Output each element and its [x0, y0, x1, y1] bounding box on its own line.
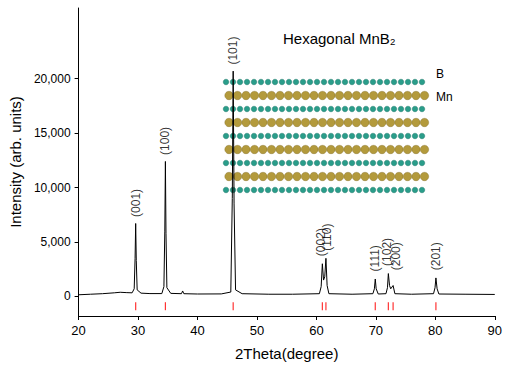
- svg-text:2Theta(degree): 2Theta(degree): [235, 345, 338, 362]
- svg-text:80: 80: [428, 323, 442, 338]
- svg-text:50: 50: [250, 323, 264, 338]
- svg-text:Mn: Mn: [436, 90, 453, 104]
- svg-text:20: 20: [71, 323, 85, 338]
- svg-text:10,000: 10,000: [34, 181, 71, 195]
- svg-text:0: 0: [64, 289, 71, 303]
- svg-text:Hexagonal MnB₂: Hexagonal MnB₂: [283, 30, 396, 47]
- svg-text:(110): (110): [320, 224, 334, 251]
- svg-text:90: 90: [488, 323, 502, 338]
- svg-text:(111): (111): [368, 245, 383, 272]
- svg-text:15,000: 15,000: [34, 126, 71, 140]
- svg-text:70: 70: [369, 323, 383, 338]
- svg-text:(001): (001): [129, 189, 143, 217]
- svg-text:5,000: 5,000: [41, 235, 71, 249]
- svg-text:(102): (102): [380, 237, 395, 266]
- svg-text:Intensity (arb. units): Intensity (arb. units): [7, 96, 24, 228]
- svg-text:30: 30: [131, 323, 145, 338]
- svg-text:(200): (200): [389, 242, 403, 270]
- svg-text:(101): (101): [226, 37, 240, 65]
- svg-text:60: 60: [309, 323, 323, 338]
- svg-text:B: B: [436, 67, 444, 81]
- svg-text:20,000: 20,000: [34, 72, 71, 86]
- svg-text:(201): (201): [429, 242, 443, 270]
- svg-text:40: 40: [190, 323, 204, 338]
- svg-text:(100): (100): [158, 127, 172, 155]
